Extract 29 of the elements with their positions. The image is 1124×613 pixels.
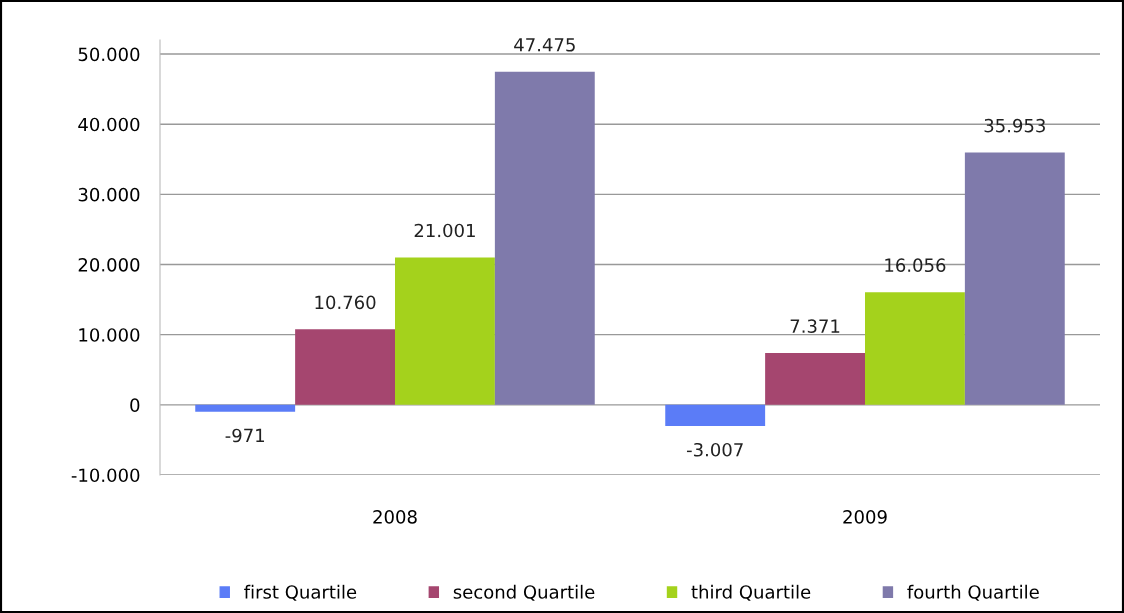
data-label: 10.760 — [315, 295, 376, 310]
y-tick-label: -10.000 — [71, 468, 140, 483]
bar — [865, 292, 965, 405]
bar — [195, 404, 296, 412]
bar — [494, 71, 595, 405]
y-tick-label: 0 — [130, 398, 140, 412]
data-label: -971 — [225, 428, 265, 443]
x-tick-label: 2009 — [843, 510, 887, 524]
y-tick-label: 30.000 — [78, 187, 140, 202]
data-label: 16.056 — [885, 258, 946, 273]
bar — [964, 152, 1065, 405]
data-label: -3.007 — [686, 442, 743, 457]
data-label: 21.001 — [414, 223, 475, 238]
bar — [395, 257, 495, 405]
data-label: 47.475 — [514, 38, 575, 52]
y-tick-label: 20.000 — [78, 257, 140, 272]
y-tick-label: 50.000 — [78, 47, 140, 62]
legend-label: second Quartile — [453, 584, 595, 601]
legend-label: first Quartile — [244, 584, 357, 601]
data-label: 35.953 — [984, 118, 1045, 133]
x-tick-label: 2008 — [373, 510, 417, 524]
legend-label: third Quartile — [691, 584, 811, 601]
bar — [765, 353, 865, 405]
y-tick-label: 40.000 — [78, 117, 140, 132]
legend-label: fourth Quartile — [907, 584, 1039, 601]
data-label: 7.371 — [790, 319, 840, 333]
y-tick-label: 10.000 — [79, 328, 140, 342]
bar — [665, 404, 766, 426]
bar — [295, 329, 395, 405]
